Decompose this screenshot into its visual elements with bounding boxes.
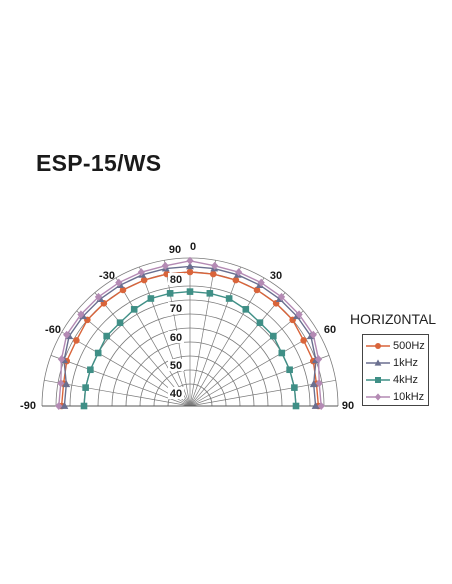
data-point-1kHz [311,401,320,409]
data-point-4kHz [186,288,194,295]
data-point-10kHz [137,268,145,277]
data-point-4kHz [82,384,89,391]
data-point-10kHz [295,310,303,319]
data-point-10kHz [235,268,243,277]
grid-spoke [189,292,286,407]
data-point-1kHz [309,379,318,388]
data-point-500Hz [300,337,307,344]
data-point-10kHz [211,261,219,270]
angle-tick-label: 30 [270,270,282,282]
data-point-4kHz [291,384,298,391]
data-point-10kHz [63,330,71,339]
data-point-10kHz [77,310,85,319]
radial-tick-label: 90 [169,244,181,256]
radial-tick-label: 70 [170,303,182,315]
legend-swatch [366,393,390,401]
data-point-4kHz [225,295,233,302]
data-point-10kHz [55,401,63,411]
data-point-4kHz [166,290,174,297]
legend-label: 500Hz [393,340,425,352]
grid-spoke [189,260,217,407]
data-point-4kHz [130,306,138,313]
data-point-10kHz [277,292,286,301]
data-point-4kHz [116,319,124,326]
grid-spoke [189,266,241,407]
grid-spoke [189,331,319,407]
radial-tick-label: 80 [170,274,182,286]
tick-labels: -90 -60 -30 0 30 60 90 40 50 60 70 80 90 [20,241,354,412]
radial-label-bg [168,331,184,343]
data-point-4kHz [80,402,88,410]
grid-spoke [189,355,330,407]
angle-tick-label: 60 [324,324,336,336]
grid-spoke [115,277,191,407]
data-point-10kHz [115,278,123,287]
angle-tick-label: 0 [190,241,196,253]
data-point-4kHz [270,332,277,340]
data-point-4kHz [87,366,94,374]
grid-spoke [50,355,191,407]
data-point-4kHz [278,349,286,357]
data-point-10kHz [314,355,323,364]
data-point-1kHz [60,401,69,409]
data-point-10kHz [94,292,103,301]
series-markers [55,256,325,411]
grid-spoke [189,277,265,407]
radial-label-bg [167,243,183,255]
angle-tick-label: -30 [99,270,115,282]
data-point-10kHz [315,379,323,388]
radial-tick-label: 50 [170,360,182,372]
data-point-10kHz [317,401,325,411]
data-point-10kHz [309,330,317,339]
grid-spoke [139,266,191,407]
data-point-4kHz [256,319,264,326]
data-point-4kHz [94,349,102,357]
page-title: ESP-15/WS [36,150,162,176]
data-point-500Hz [186,268,194,276]
data-point-500Hz [73,337,80,344]
legend-swatch [366,359,390,366]
data-point-4kHz [147,295,155,302]
angle-tick-label: 90 [342,400,354,412]
data-point-10kHz [57,379,65,388]
radial-label-bg [168,302,184,314]
data-point-1kHz [62,379,71,388]
data-point-4kHz [206,290,214,297]
legend-label: 1kHz [393,357,419,369]
radial-tick-label: 40 [170,388,182,400]
data-point-500Hz [209,270,217,278]
radial-label-bg [168,387,184,399]
radial-label-bg [168,359,184,371]
data-point-4kHz [292,402,300,410]
legend-swatch [366,377,390,383]
data-point-4kHz [242,306,250,313]
radial-tick-label: 60 [170,332,182,344]
data-point-10kHz [257,278,265,287]
data-point-500Hz [232,276,240,284]
data-point-10kHz [161,261,169,270]
legend-label: 10kHz [393,391,425,403]
data-point-10kHz [186,256,194,265]
data-point-1kHz [186,262,194,270]
data-point-500Hz [140,276,148,284]
radial-label-bg [168,273,184,285]
data-point-10kHz [57,355,66,364]
legend-title: HORIZ0NTAL [350,311,437,327]
data-point-4kHz [286,366,293,374]
angle-tick-label: -60 [45,324,61,336]
legend-label: 4kHz [393,374,419,386]
data-point-4kHz [103,332,110,340]
legend-swatch [366,343,390,349]
angle-tick-label: -90 [20,400,36,412]
grid-spoke [189,310,304,407]
legend: 500Hz 1kHz 4kHz 10kHz [362,334,429,406]
